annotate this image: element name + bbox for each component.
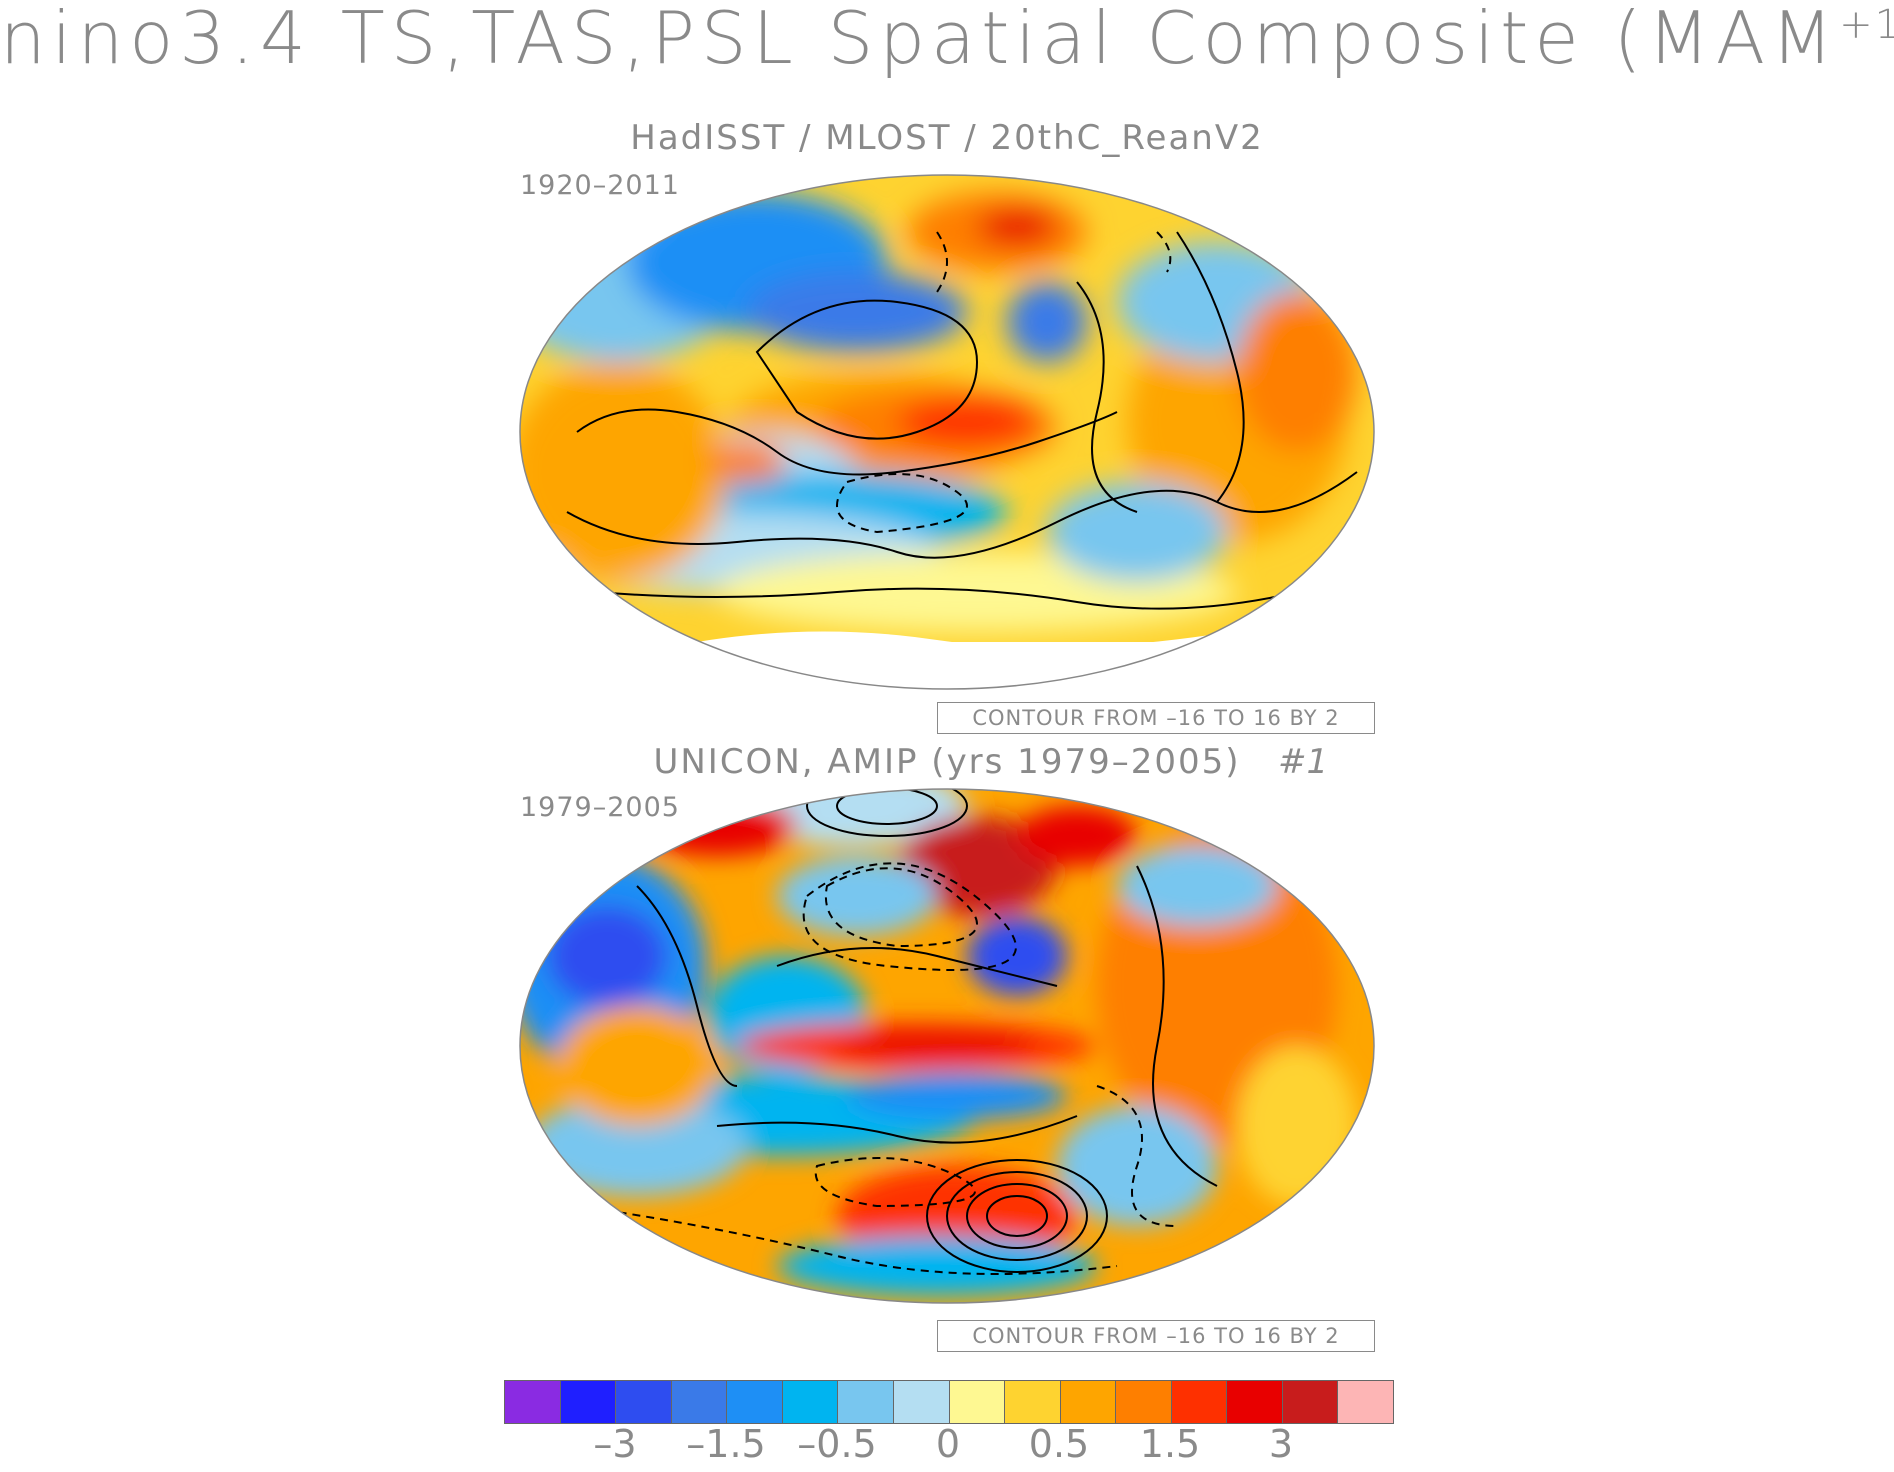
colorbar-swatch [1005, 1381, 1061, 1423]
panel2-contours [576, 789, 1218, 1275]
colorbar-swatch [838, 1381, 894, 1423]
colorbar-swatch [1116, 1381, 1172, 1423]
colorbar-swatch [671, 1381, 728, 1423]
colorbar [504, 1380, 1394, 1424]
panel1-contours [566, 231, 1358, 610]
colorbar-label: 1.5 [1139, 1422, 1201, 1466]
colorbar-swatch [1060, 1381, 1117, 1423]
panel1-map [517, 172, 1377, 692]
panel2-map [517, 786, 1377, 1306]
colorbar-label: –3 [593, 1422, 637, 1466]
figure-title-superscript: +1 [1839, 2, 1894, 48]
colorbar-label: –1.5 [686, 1422, 766, 1466]
panel1-contour-note: CONTOUR FROM –16 TO 16 BY 2 [937, 702, 1375, 734]
colorbar-swatch [893, 1381, 950, 1423]
colorbar-label: 3 [1268, 1422, 1294, 1466]
figure-title: nino3.4 TS,TAS,PSL Spatial Composite (MA… [0, 0, 1894, 80]
colorbar-swatch [1338, 1381, 1393, 1423]
colorbar-label: 0.5 [1028, 1422, 1090, 1466]
panel1-period: 1920–2011 [520, 170, 680, 201]
colorbar-label: –0.5 [797, 1422, 877, 1466]
panel2-case-number: #1 [1278, 742, 1329, 782]
colorbar-swatch [1282, 1381, 1339, 1423]
figure-title-main: nino3.4 TS,TAS,PSL Spatial Composite (MA… [0, 0, 1840, 80]
colorbar-swatch [949, 1381, 1006, 1423]
panel1-subtitle: HadISST / MLOST / 20thC_ReanV2 [630, 118, 1264, 158]
colorbar-labels: –3 –1.5 –0.5 0 0.5 1.5 3 [504, 1422, 1392, 1472]
colorbar-swatch [1227, 1381, 1283, 1423]
panel2-period: 1979–2005 [520, 792, 680, 823]
colorbar-swatch [616, 1381, 672, 1423]
colorbar-swatch [1171, 1381, 1228, 1423]
colorbar-swatch [782, 1381, 839, 1423]
colorbar-swatch [505, 1381, 561, 1423]
colorbar-label: 0 [935, 1422, 961, 1466]
colorbar-swatch [560, 1381, 617, 1423]
panel2-contour-note: CONTOUR FROM –16 TO 16 BY 2 [937, 1320, 1375, 1352]
colorbar-swatch [727, 1381, 783, 1423]
panel2-subtitle: UNICON, AMIP (yrs 1979–2005) [653, 742, 1241, 782]
